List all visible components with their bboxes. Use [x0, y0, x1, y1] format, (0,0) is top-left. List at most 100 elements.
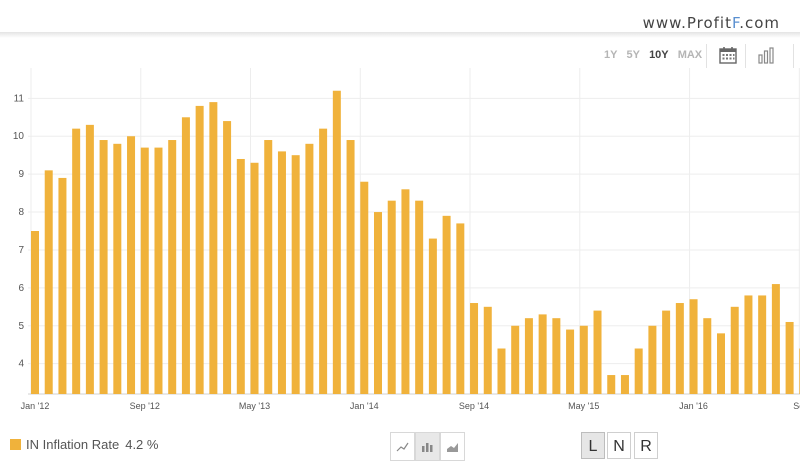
y-tick-label: 7: [18, 245, 24, 256]
bar: [675, 303, 684, 394]
bar: [387, 200, 396, 394]
bar: [634, 348, 643, 394]
x-tick-label: Jan '14: [350, 401, 379, 411]
range-5y-button[interactable]: 5Y: [626, 49, 640, 61]
bar: [209, 102, 218, 395]
bar: [470, 303, 479, 394]
bar: [566, 329, 575, 394]
bar: [689, 299, 698, 394]
toolbar-divider: [706, 44, 707, 68]
bar: [483, 306, 492, 394]
bar: [771, 284, 780, 394]
bar: [250, 162, 259, 394]
y-axis-ticks: 4 5 6 7 8 9 10 11: [13, 93, 25, 369]
bar: [360, 181, 369, 394]
bar: [58, 177, 67, 394]
inflation-bar-chart: 4 5 6 7 8 9 10 11 Jan '12 Sep '12 May '13 Jan '14 S…: [13, 68, 800, 411]
x-tick-label: Sep '12: [130, 401, 160, 411]
line-chart-icon: [396, 442, 409, 452]
bar: [579, 325, 588, 394]
bar: [168, 140, 177, 394]
bar: [31, 231, 39, 394]
bar: [277, 151, 286, 394]
toolbar-divider: [745, 44, 746, 68]
bar: [538, 314, 547, 394]
grid-lines: [28, 68, 800, 395]
bar: [497, 348, 506, 394]
bar: [346, 140, 355, 394]
bar: [620, 375, 629, 394]
bar: [319, 128, 328, 394]
scale-normal-button[interactable]: N: [607, 432, 631, 459]
bar: [99, 140, 108, 394]
range-10y-button[interactable]: 10Y: [649, 49, 669, 61]
bar: [648, 325, 657, 394]
area-chart-button[interactable]: [440, 432, 465, 461]
bar-chart-type-button[interactable]: [415, 432, 440, 461]
bar: [442, 215, 451, 394]
bar: [305, 143, 314, 394]
scale-r-button[interactable]: R: [634, 432, 658, 459]
bar: [456, 223, 465, 394]
legend-series-name: IN Inflation Rate: [26, 437, 120, 452]
legend: IN Inflation Rate 4.2 %: [10, 437, 158, 452]
x-tick-label: Sep ': [793, 401, 800, 411]
scale-linear-button[interactable]: L: [581, 432, 605, 459]
bar: [291, 155, 300, 394]
bar: [264, 140, 273, 394]
bar: [730, 306, 739, 394]
top-bar: [0, 0, 800, 32]
range-1y-button[interactable]: 1Y: [604, 49, 618, 61]
bar: [85, 124, 94, 394]
top-bar-shadow: [0, 32, 800, 38]
y-tick-label: 4: [18, 359, 24, 370]
line-chart-button[interactable]: [390, 432, 415, 461]
bar: [127, 136, 136, 395]
calendar-icon[interactable]: [718, 45, 738, 65]
bar: [140, 147, 149, 394]
y-tick-label: 10: [13, 131, 25, 142]
y-tick-label: 9: [18, 169, 24, 180]
bar: [785, 321, 794, 394]
bar: [552, 318, 561, 394]
bar: [428, 238, 437, 394]
bar: [662, 310, 671, 394]
bar: [511, 325, 520, 394]
y-tick-label: 11: [14, 93, 25, 104]
x-tick-label: May '15: [568, 401, 599, 411]
bar: [593, 310, 602, 394]
bar: [758, 295, 767, 394]
range-max-button[interactable]: MAX: [677, 49, 703, 61]
bar: [195, 105, 204, 394]
bar: [717, 333, 725, 394]
x-tick-label: May '13: [239, 401, 270, 411]
bar: [113, 143, 122, 394]
bar-chart-icon[interactable]: [756, 45, 776, 65]
bar: [415, 200, 424, 394]
bar: [374, 212, 382, 394]
x-axis-ticks: Jan '12 Sep '12 May '13 Jan '14 Sep '14 May '…: [21, 401, 800, 411]
toolbar-divider: [793, 44, 794, 68]
bar-series: [31, 90, 800, 395]
range-selector: 1Y 5Y 10Y MAX: [604, 49, 708, 61]
bar: [744, 295, 753, 394]
bar: [72, 128, 81, 394]
bar: [401, 189, 410, 394]
legend-value: 4.2 %: [125, 437, 159, 452]
bar: [607, 375, 616, 394]
y-tick-label: 6: [18, 283, 24, 294]
bar: [524, 318, 533, 394]
y-tick-label: 8: [18, 207, 24, 218]
x-tick-label: Jan '12: [21, 401, 50, 411]
bar: [223, 121, 232, 394]
legend-swatch: [10, 439, 21, 450]
bar-chart-icon: [422, 443, 433, 452]
y-tick-label: 5: [18, 321, 24, 332]
bar: [44, 170, 53, 394]
bar: [154, 147, 163, 394]
bar: [181, 117, 190, 395]
bar: [236, 158, 245, 394]
brand-watermark: www.ProfitF.com: [642, 14, 780, 32]
x-tick-label: Jan '16: [679, 401, 708, 411]
bar: [703, 318, 712, 394]
